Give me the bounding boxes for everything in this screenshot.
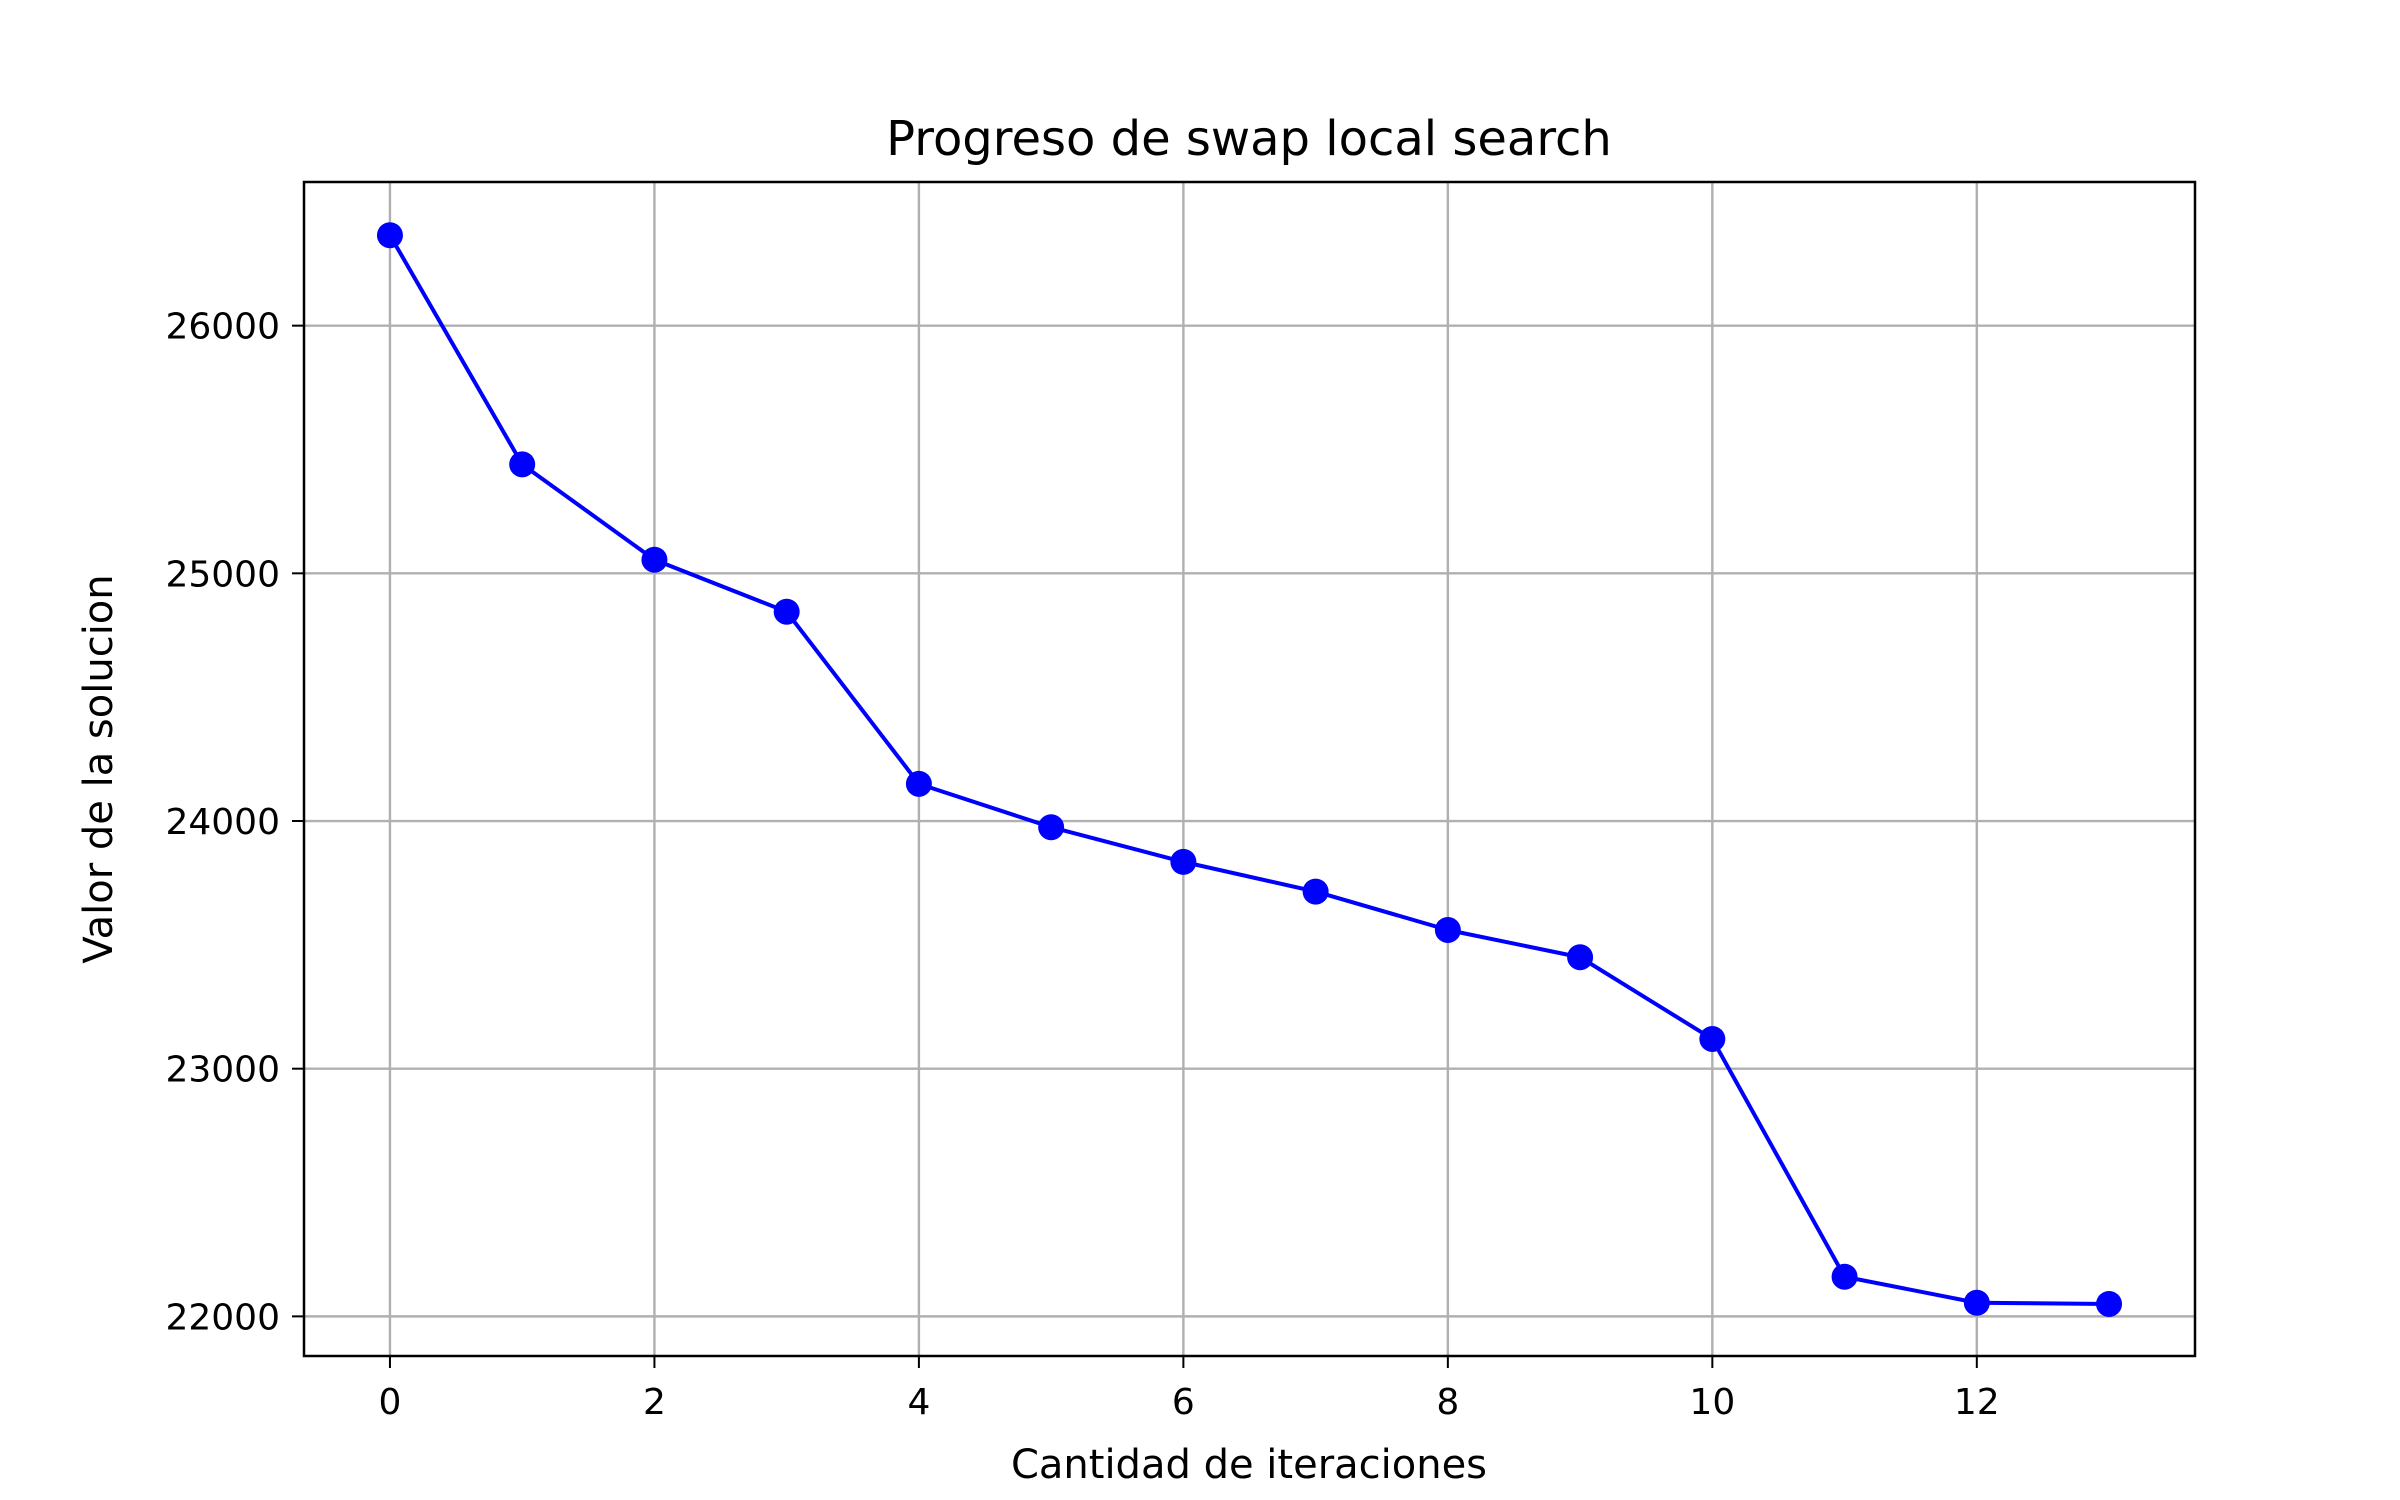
x-tick-label: 10 bbox=[1689, 1382, 1735, 1423]
y-tick-label: 25000 bbox=[165, 554, 280, 595]
data-point bbox=[1963, 1289, 1990, 1316]
y-tick-label: 26000 bbox=[165, 307, 280, 348]
series-layer bbox=[376, 222, 2123, 1317]
data-point bbox=[2096, 1290, 2123, 1317]
series-line bbox=[388, 234, 2110, 1306]
data-point bbox=[1038, 814, 1065, 841]
data-point bbox=[1302, 878, 1329, 905]
y-tick-label: 23000 bbox=[165, 1050, 280, 1091]
data-point bbox=[773, 598, 800, 625]
grid bbox=[304, 182, 2195, 1356]
data-point bbox=[1831, 1263, 1858, 1290]
x-tick-label: 2 bbox=[643, 1382, 666, 1423]
chart-title: Progreso de swap local search bbox=[886, 111, 1612, 167]
data-point bbox=[1170, 848, 1197, 875]
y-tick-label: 22000 bbox=[165, 1297, 280, 1338]
axis-ticks: 0 2 4 6 8 10 12 22000 23000 24000 25000 26000 bbox=[165, 307, 1999, 1423]
data-point bbox=[1699, 1025, 1726, 1052]
x-tick-label: 8 bbox=[1436, 1382, 1459, 1423]
data-point bbox=[509, 451, 536, 478]
x-tick-label: 6 bbox=[1172, 1382, 1195, 1423]
x-tick-label: 4 bbox=[907, 1382, 930, 1423]
data-point bbox=[376, 222, 403, 249]
y-axis-label: Valor de la solucion bbox=[76, 574, 122, 963]
data-point bbox=[1567, 944, 1594, 971]
data-point bbox=[1434, 916, 1461, 943]
x-axis-label: Cantidad de iteraciones bbox=[1011, 1442, 1487, 1488]
plot-frame bbox=[302, 180, 2197, 1358]
y-tick-label: 24000 bbox=[165, 802, 280, 843]
data-point bbox=[641, 546, 668, 573]
x-tick-label: 12 bbox=[1954, 1382, 2000, 1423]
data-point bbox=[905, 770, 932, 797]
x-tick-label: 0 bbox=[379, 1382, 402, 1423]
